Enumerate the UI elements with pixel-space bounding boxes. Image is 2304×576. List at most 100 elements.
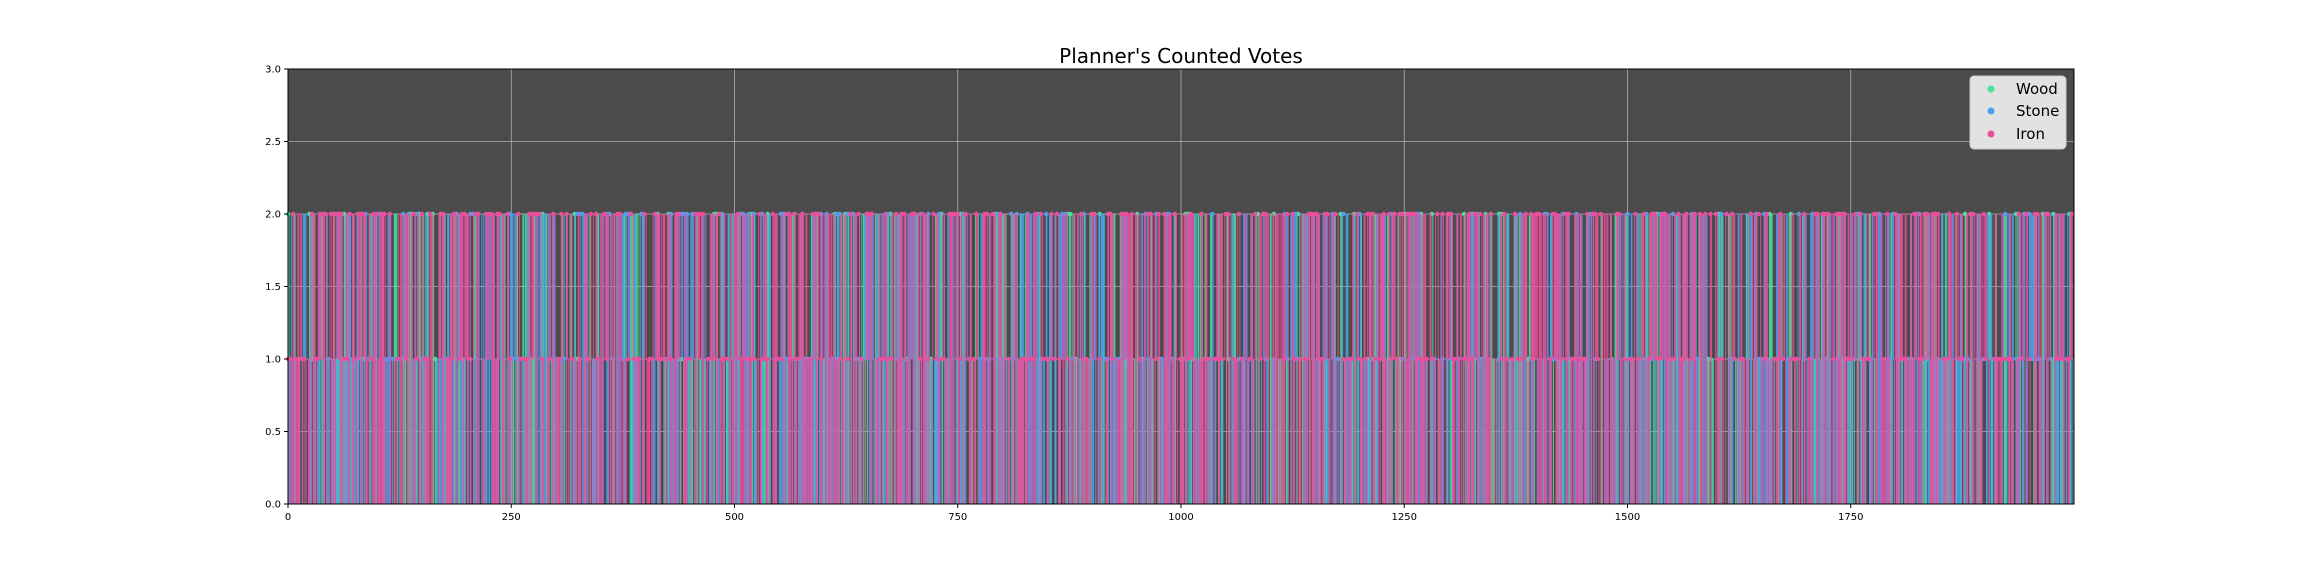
data-point-iron xyxy=(794,356,800,362)
data-point-iron xyxy=(816,211,821,217)
data-point-iron xyxy=(347,211,352,217)
data-point-iron xyxy=(291,211,296,217)
x-tick-label: 1500 xyxy=(1615,512,1640,523)
data-point-iron xyxy=(1633,211,1638,217)
data-point-iron xyxy=(505,211,510,217)
data-point-iron xyxy=(738,356,743,362)
data-point-iron xyxy=(601,211,607,217)
data-point-stone xyxy=(2003,211,2008,217)
data-point-iron xyxy=(1531,356,1536,362)
data-point-iron xyxy=(1092,211,1097,217)
data-point-iron xyxy=(1657,356,1662,362)
data-point-iron xyxy=(1469,356,1475,362)
data-point-iron xyxy=(652,211,658,217)
data-point-iron xyxy=(468,356,473,362)
data-point-iron xyxy=(1850,356,1855,362)
data-point-iron xyxy=(551,211,556,217)
data-point-iron xyxy=(1226,211,1231,217)
data-point-iron xyxy=(958,356,963,362)
data-point-stone xyxy=(1044,211,1049,217)
data-point-iron xyxy=(725,356,730,362)
data-point-stone xyxy=(1625,211,1630,217)
data-point-iron xyxy=(1756,211,1762,217)
data-point-iron xyxy=(1764,211,1770,217)
data-point-iron xyxy=(1362,356,1368,362)
data-point-iron xyxy=(1319,356,1325,362)
data-point-iron xyxy=(1177,356,1183,362)
data-point-iron xyxy=(1676,211,1681,217)
data-point-iron xyxy=(497,211,502,217)
x-tick-label: 250 xyxy=(502,512,521,523)
data-point-iron xyxy=(1357,356,1362,362)
data-point-iron xyxy=(1636,356,1641,362)
data-point-iron xyxy=(751,356,757,362)
data-point-iron xyxy=(1622,356,1628,362)
data-point-iron xyxy=(323,211,328,217)
data-point-iron xyxy=(789,356,794,362)
data-point-iron xyxy=(650,356,655,362)
data-point-iron xyxy=(818,356,824,362)
data-point-iron xyxy=(990,211,995,217)
data-point-iron xyxy=(974,211,979,217)
data-point-iron xyxy=(1097,356,1102,362)
data-point-iron xyxy=(1392,211,1397,217)
data-point-iron xyxy=(508,356,513,362)
data-point-iron xyxy=(1903,356,1909,362)
data-point-iron xyxy=(1354,211,1360,217)
data-point-iron xyxy=(1593,211,1598,217)
data-point-iron xyxy=(966,356,971,362)
data-point-iron xyxy=(2024,211,2029,217)
data-point-iron xyxy=(1984,356,1989,362)
data-point-iron xyxy=(1478,211,1483,217)
data-point-iron xyxy=(1424,356,1429,362)
data-point-iron xyxy=(1220,356,1226,362)
data-point-iron xyxy=(942,356,947,362)
data-point-iron xyxy=(564,211,569,217)
data-point-iron xyxy=(441,211,446,217)
data-point-iron xyxy=(1775,356,1780,362)
data-point-iron xyxy=(859,356,864,362)
data-point-iron xyxy=(1719,356,1724,362)
data-point-iron xyxy=(1652,211,1657,217)
data-point-iron xyxy=(1831,356,1837,362)
data-point-iron xyxy=(837,356,843,362)
y-tick-label: 2.5 xyxy=(265,137,281,148)
data-point-iron xyxy=(1303,356,1309,362)
data-point-iron xyxy=(926,356,931,362)
data-point-iron xyxy=(1453,356,1459,362)
data-point-iron xyxy=(489,211,494,217)
data-point-iron xyxy=(1681,356,1687,362)
data-point-iron xyxy=(1258,356,1263,362)
y-tick-label: 0.0 xyxy=(265,500,281,511)
data-point-iron xyxy=(1386,211,1392,217)
data-point-iron xyxy=(1641,211,1646,217)
data-point-iron xyxy=(1440,211,1445,217)
data-point-iron xyxy=(701,211,706,217)
data-point-iron xyxy=(1065,356,1070,362)
data-point-iron xyxy=(344,356,350,362)
data-point-iron xyxy=(537,211,542,217)
data-point-iron xyxy=(368,356,374,362)
data-point-iron xyxy=(918,356,923,362)
data-point-iron xyxy=(516,211,521,217)
data-point-iron xyxy=(374,211,379,217)
data-point-iron xyxy=(636,356,642,362)
data-point-wood xyxy=(1068,211,1073,217)
data-point-iron xyxy=(1595,356,1601,362)
data-point-iron xyxy=(1370,211,1376,217)
data-point-iron xyxy=(604,356,609,362)
data-point-iron xyxy=(985,211,990,217)
data-point-iron xyxy=(309,211,315,217)
data-point-iron xyxy=(315,356,320,362)
data-point-iron xyxy=(585,356,591,362)
data-point-iron xyxy=(2008,356,2013,362)
data-point-iron xyxy=(382,211,387,217)
data-point-iron xyxy=(425,356,430,362)
data-point-iron xyxy=(1504,356,1510,362)
data-point-iron xyxy=(1954,211,1960,217)
data-point-iron xyxy=(1448,211,1453,217)
data-point-iron xyxy=(1732,356,1737,362)
data-point-iron xyxy=(1566,211,1571,217)
data-point-iron xyxy=(1866,356,1871,362)
data-point-iron xyxy=(1285,211,1290,217)
